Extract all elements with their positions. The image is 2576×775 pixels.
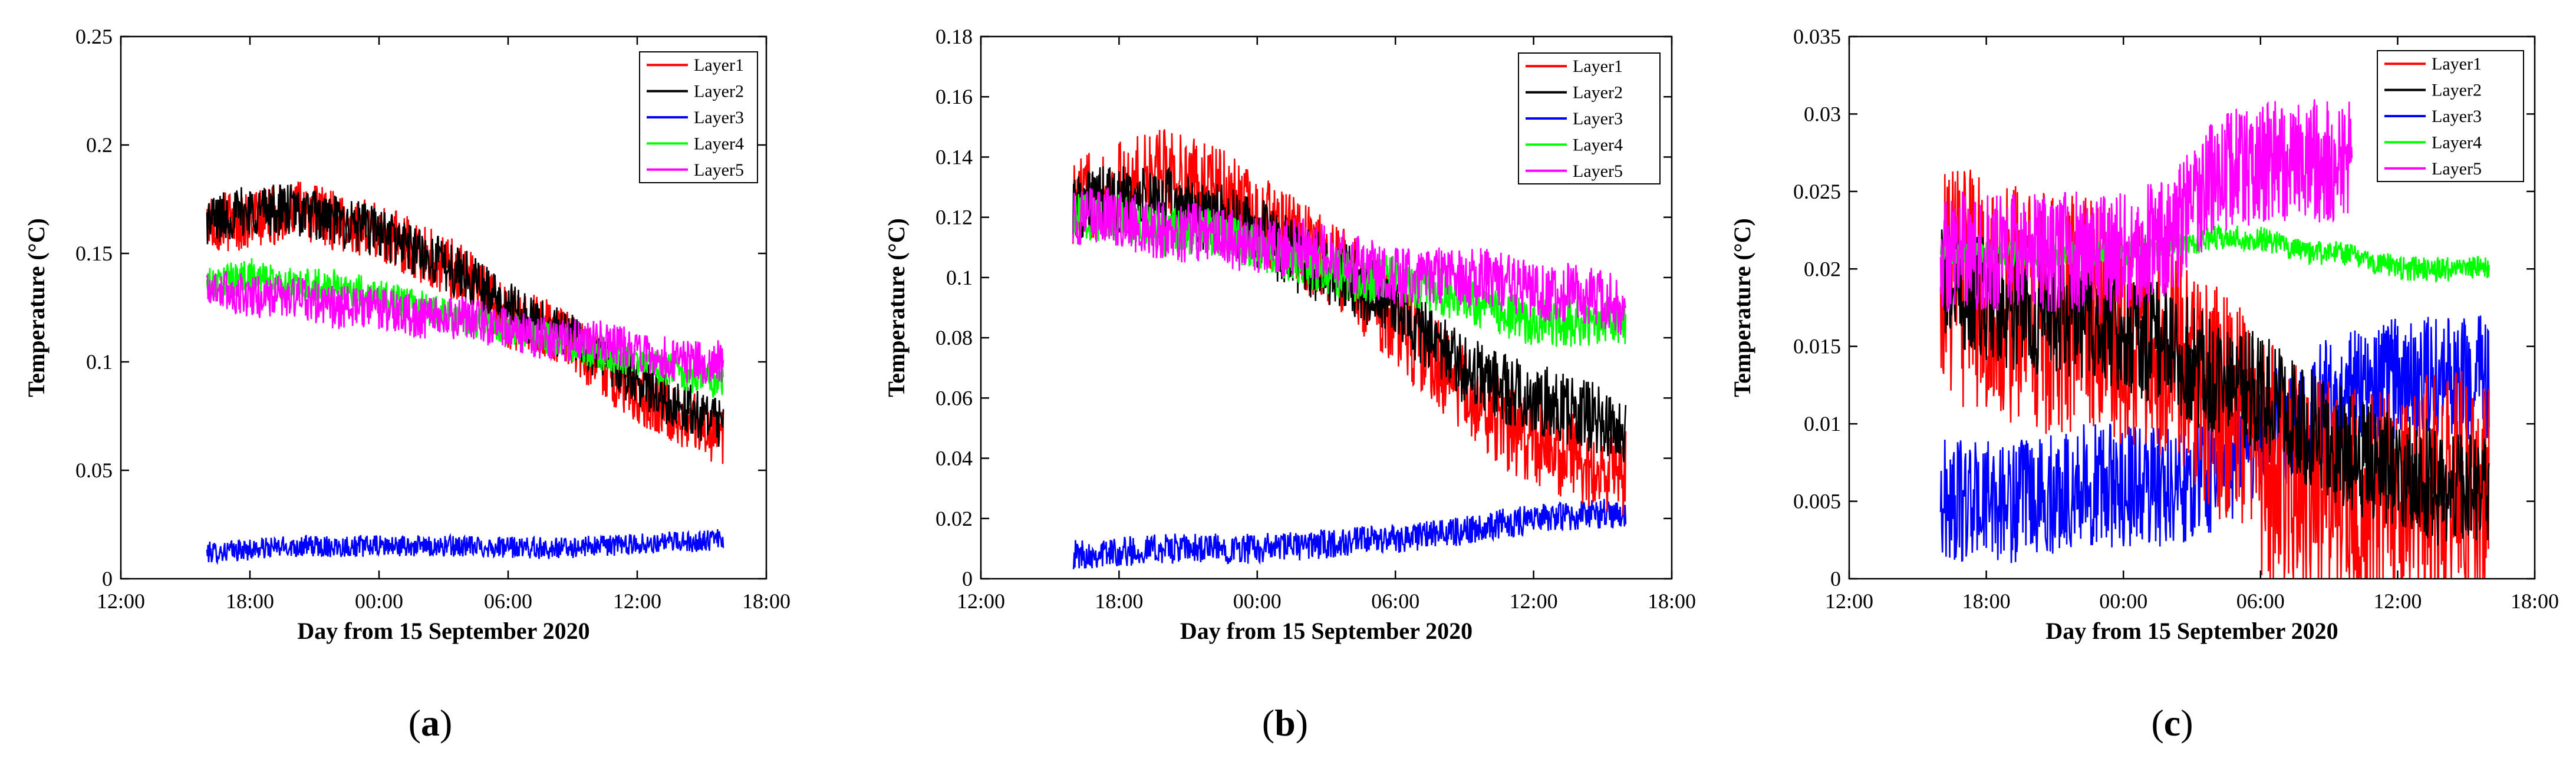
legend-label-layer1: Layer1 — [694, 55, 744, 75]
legend-label-layer1: Layer1 — [1573, 57, 1623, 76]
y-tick-label: 0 — [102, 567, 113, 591]
y-tick-label: 0.06 — [935, 386, 973, 410]
x-tick-label: 12:00 — [957, 589, 1005, 613]
legend-label-layer3: Layer3 — [1573, 109, 1623, 128]
plot-frame — [120, 35, 767, 580]
legend: Layer1 Layer2 Layer3 Layer4 Layer5 — [639, 51, 758, 183]
x-tick-label: 18:00 — [2511, 589, 2559, 613]
x-tick-label: 18:00 — [1962, 589, 2011, 613]
x-tick-label: 00:00 — [355, 589, 403, 613]
y-tick-label: 0.035 — [1793, 25, 1841, 48]
chart-panel-c: 12:00 18:00 00:00 06:00 12:00 18:00 0 0.005 0.01… — [1729, 25, 2559, 744]
panel-label: (b) — [1262, 702, 1308, 744]
x-tick-label: 12:00 — [1825, 589, 1873, 613]
y-tick-label: 0.08 — [935, 326, 973, 349]
y-tick-label: 0.02 — [935, 507, 973, 530]
x-tick-label: 00:00 — [2099, 589, 2147, 613]
legend: Layer1 Layer2 Layer3 Layer4 Layer5 — [2377, 50, 2524, 182]
x-tick-label: 06:00 — [484, 589, 532, 613]
x-tick-label: 18:00 — [742, 589, 790, 613]
x-axis-title: Day from 15 September 2020 — [2045, 618, 2338, 644]
legend-label-layer5: Layer5 — [694, 160, 744, 180]
y-tick-label: 0.05 — [75, 459, 113, 482]
legend-label-layer5: Layer5 — [2432, 159, 2482, 179]
y-tick-label: 0.15 — [75, 242, 113, 265]
chart-panel-b: 12:00 18:00 00:00 06:00 12:00 18:00 0 0.02 0.04 0… — [883, 25, 1696, 744]
y-tick-label: 0.03 — [1804, 102, 1841, 126]
legend-label-layer2: Layer2 — [694, 82, 744, 101]
y-axis-title: Temperature (°C) — [883, 218, 910, 397]
y-tick-label: 0.01 — [1804, 412, 1841, 436]
x-tick-label: 12:00 — [97, 589, 145, 613]
x-tick-label: 18:00 — [1648, 589, 1696, 613]
legend-label-layer4: Layer4 — [1573, 135, 1623, 154]
x-tick-label: 00:00 — [1233, 589, 1282, 613]
legend: Layer1 Layer2 Layer3 Layer4 Layer5 — [1518, 52, 1661, 184]
legend-label-layer3: Layer3 — [694, 108, 744, 127]
series-line-layer2 — [1939, 226, 2490, 546]
series-line-layer3 — [1939, 315, 2490, 563]
x-tick-label: 18:00 — [1095, 589, 1143, 613]
series-line-layer3 — [1072, 499, 1627, 570]
y-axis-title: Temperature (°C) — [1729, 218, 1755, 397]
legend-label-layer2: Layer2 — [2432, 81, 2482, 100]
x-axis-title: Day from 15 September 2020 — [297, 618, 589, 644]
y-tick-label: 0.16 — [935, 85, 973, 108]
legend-label-layer3: Layer3 — [2432, 107, 2482, 126]
plot-frame — [980, 35, 1673, 580]
x-tick-label: 06:00 — [1371, 589, 1419, 613]
y-axis-title: Temperature (°C) — [23, 218, 50, 397]
y-tick-label: 0.015 — [1793, 335, 1841, 358]
panel-label: (c) — [2151, 702, 2193, 744]
legend-label-layer4: Layer4 — [2432, 133, 2482, 152]
legend-label-layer1: Layer1 — [2432, 54, 2482, 74]
legend-label-layer4: Layer4 — [694, 134, 744, 153]
series-line-layer3 — [206, 529, 724, 565]
y-tick-label: 0.2 — [86, 133, 113, 157]
y-tick-label: 0.02 — [1804, 257, 1841, 281]
x-tick-label: 12:00 — [2373, 589, 2422, 613]
y-tick-label: 0.005 — [1793, 490, 1841, 513]
x-tick-label: 18:00 — [226, 589, 274, 613]
y-tick-label: 0.04 — [935, 447, 973, 470]
x-axis-title: Day from 15 September 2020 — [1180, 618, 1473, 644]
series-line-layer2 — [1072, 166, 1627, 463]
y-tick-label: 0.1 — [86, 350, 113, 374]
panel-label: (a) — [409, 702, 453, 744]
y-tick-label: 0.1 — [946, 266, 973, 289]
y-tick-label: 0.18 — [935, 25, 973, 48]
x-tick-label: 12:00 — [613, 589, 661, 613]
plot-frame — [1848, 35, 2536, 580]
chart-panel-a: 12:00 18:00 00:00 06:00 12:00 18:00 0 0.05 0.1 0.… — [23, 25, 790, 744]
y-tick-label: 0 — [1830, 567, 1841, 591]
x-tick-label: 06:00 — [2236, 589, 2285, 613]
x-tick-label: 12:00 — [1510, 589, 1558, 613]
y-tick-label: 0.14 — [935, 145, 973, 169]
series-line-layer1 — [206, 181, 724, 464]
series-line-layer5 — [1939, 99, 2353, 315]
y-tick-label: 0.025 — [1793, 180, 1841, 203]
y-tick-label: 0.12 — [935, 206, 973, 229]
legend-label-layer5: Layer5 — [1573, 161, 1623, 181]
y-tick-label: 0 — [962, 567, 973, 591]
legend-label-layer2: Layer2 — [1573, 83, 1623, 103]
series-line-layer5 — [1072, 187, 1627, 335]
series-line-layer5 — [206, 271, 724, 384]
y-tick-label: 0.25 — [75, 25, 113, 48]
